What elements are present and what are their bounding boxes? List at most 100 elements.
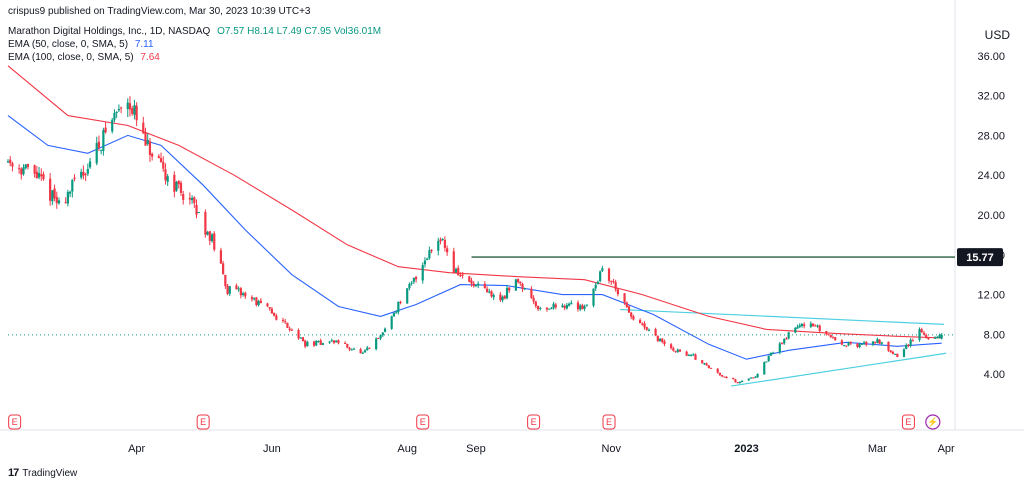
candle-body	[519, 281, 522, 284]
candle-body	[894, 353, 897, 355]
candle-body	[772, 352, 775, 354]
candle-body	[840, 340, 843, 345]
candle-body	[483, 283, 486, 289]
candle-body	[809, 323, 812, 327]
candle-body	[162, 161, 165, 169]
candle-body	[477, 283, 480, 286]
candle-body	[539, 307, 542, 309]
candle-body	[887, 341, 890, 351]
price-badge: 15.77	[957, 248, 1003, 267]
candle-body	[297, 330, 300, 339]
candle-body	[734, 379, 737, 383]
event-markers: E E E E E E ⚡	[8, 414, 941, 430]
candle-body	[468, 276, 471, 282]
candle-body	[257, 301, 260, 306]
candle-body	[64, 202, 67, 204]
candle-body	[395, 311, 398, 313]
candle-body	[66, 192, 69, 204]
candle-body	[128, 103, 132, 110]
candle-body	[596, 281, 600, 285]
candle-body	[878, 339, 881, 344]
candle-body	[390, 316, 393, 329]
x-tick-label: Nov	[601, 443, 621, 455]
x-axis: Apr Jun Aug Sep Nov 2023 Mar Apr	[128, 443, 955, 455]
candle-body	[204, 211, 207, 235]
candle-body	[687, 355, 690, 357]
earnings-marker	[901, 414, 915, 430]
candle-body	[645, 326, 648, 330]
candle-body	[250, 297, 254, 300]
candle-body	[206, 232, 209, 235]
candle-body	[363, 350, 367, 353]
lower-trendline	[730, 352, 947, 387]
earnings-marker	[527, 414, 541, 430]
earnings-marker-label: E	[606, 417, 612, 427]
ema100-legend[interactable]: EMA (100, close, 0, SMA, 5) 7.64	[8, 52, 160, 63]
candle-body	[756, 374, 759, 378]
candle-body	[312, 341, 316, 346]
y-tick-label: 36.00	[977, 51, 1005, 63]
candle-body	[718, 372, 722, 376]
candle-body	[614, 282, 617, 290]
candle-body	[738, 382, 741, 384]
candle-body	[148, 141, 152, 155]
ema100-label: EMA (100, close, 0, SMA, 5)	[8, 52, 134, 63]
y-axis: 36.0032.0028.0024.0020.0016.0012.008.004…	[977, 51, 1005, 381]
ema50-legend[interactable]: EMA (50, close, 0, SMA, 5) 7.11	[8, 39, 154, 50]
candle-body	[86, 169, 89, 174]
candle-body	[337, 340, 340, 344]
candle-body	[638, 319, 642, 324]
candle-body	[769, 352, 773, 356]
candle-body	[831, 337, 835, 339]
candle-body	[239, 288, 242, 296]
drawings	[8, 256, 955, 387]
candle-body	[20, 168, 23, 175]
candle-body	[117, 108, 120, 111]
candle-body	[224, 275, 227, 287]
candle-body	[164, 169, 167, 181]
earnings-marker-label: E	[905, 417, 911, 427]
upper-trendline	[620, 308, 944, 326]
candle-body	[11, 163, 14, 167]
earnings-marker-label: E	[200, 417, 206, 427]
candle-body	[896, 353, 899, 357]
split-marker-icon: ⚡	[927, 416, 938, 428]
candle-body	[627, 306, 631, 313]
candle-body	[811, 323, 815, 327]
candle-body	[763, 362, 766, 375]
candle-body	[656, 335, 659, 341]
candle-body	[814, 325, 817, 327]
ohlc-close: C7.95	[304, 26, 332, 37]
candle-body	[860, 343, 863, 345]
candle-body	[694, 354, 697, 360]
candle-body	[175, 181, 178, 191]
candle-body	[33, 165, 36, 174]
candle-body	[705, 363, 708, 366]
candle-body	[84, 173, 87, 175]
candle-body	[565, 304, 568, 309]
price-badge-box	[957, 248, 1003, 267]
candle-body	[95, 143, 98, 164]
candle-body	[80, 171, 83, 178]
candle-body	[891, 351, 895, 355]
candle-body	[829, 334, 832, 338]
tradingview-logo[interactable]: 17 TradingView	[8, 467, 77, 479]
price-badge-label: 15.77	[966, 252, 994, 264]
candle-body	[268, 307, 271, 309]
candle-body	[536, 305, 540, 310]
y-tick-label: 20.00	[977, 210, 1005, 222]
candle-body	[911, 340, 914, 342]
publisher-line: crispus9 published on TradingView.com, M…	[8, 6, 311, 17]
candle-body	[685, 351, 688, 356]
candle-body	[554, 304, 557, 308]
candle-body	[441, 238, 444, 240]
candle-body	[599, 271, 602, 282]
candle-body	[922, 332, 926, 335]
candle-body	[674, 351, 677, 353]
grid	[0, 0, 1024, 431]
candle-body	[940, 334, 943, 339]
candle-body	[430, 250, 433, 252]
candle-body	[499, 294, 502, 301]
